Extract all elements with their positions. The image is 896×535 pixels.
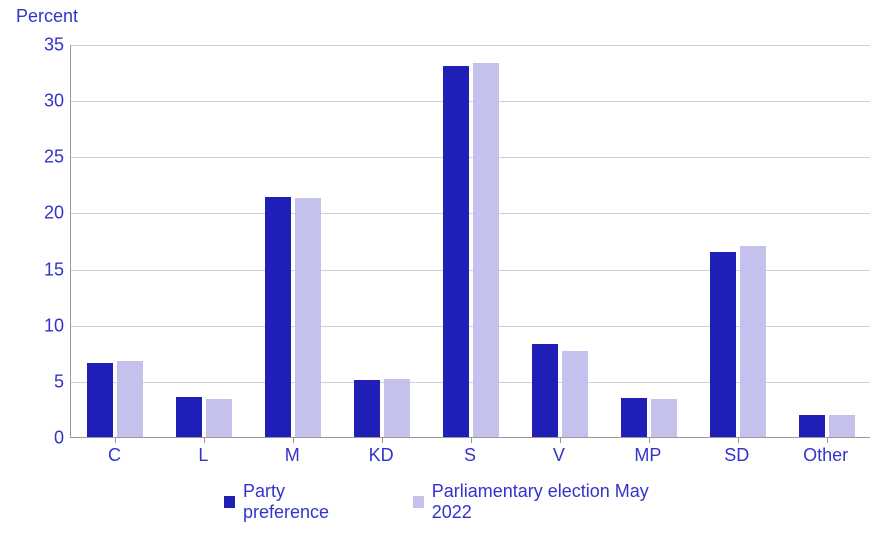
y-tick-label: 25 [34,147,64,168]
x-tick-label: KD [369,445,394,466]
x-tick [649,437,650,443]
y-tick-label: 30 [34,91,64,112]
bar [710,252,736,437]
x-tick-label: SD [724,445,749,466]
bar [740,246,766,437]
bar [473,63,499,437]
bar [295,198,321,437]
legend-item-parliamentary-election: Parliamentary election May 2022 [413,481,672,523]
y-tick-label: 0 [34,428,64,449]
gridline [71,213,870,214]
bar [829,415,855,437]
y-tick-label: 5 [34,371,64,392]
bar [443,66,469,437]
bar [651,399,677,437]
chart-container: Percent Party preference Parliamentary e… [0,0,896,535]
x-tick [382,437,383,443]
gridline [71,157,870,158]
bar [117,361,143,437]
x-tick [293,437,294,443]
bar [176,397,202,437]
legend-label-b: Parliamentary election May 2022 [432,481,672,523]
bar [354,380,380,437]
x-tick-label: V [553,445,565,466]
x-tick-label: S [464,445,476,466]
legend: Party preference Parliamentary election … [224,481,672,523]
bar [87,363,113,437]
bar [532,344,558,437]
plot-area [70,45,870,438]
bar [206,399,232,437]
x-tick-label: C [108,445,121,466]
x-tick [738,437,739,443]
legend-swatch-b [413,496,424,508]
bar [799,415,825,437]
x-tick-label: MP [634,445,661,466]
y-tick-label: 10 [34,315,64,336]
y-tick-label: 15 [34,259,64,280]
gridline [71,101,870,102]
gridline [71,45,870,46]
y-tick-label: 20 [34,203,64,224]
x-tick [471,437,472,443]
x-tick [560,437,561,443]
y-axis-title: Percent [16,6,78,27]
legend-swatch-a [224,496,235,508]
x-tick-label: Other [803,445,848,466]
legend-label-a: Party preference [243,481,365,523]
x-tick [204,437,205,443]
legend-item-party-preference: Party preference [224,481,365,523]
bar [384,379,410,437]
x-tick [115,437,116,443]
x-tick-label: L [198,445,208,466]
bar [621,398,647,437]
bar [562,351,588,437]
bar [265,197,291,437]
x-tick-label: M [285,445,300,466]
x-tick [827,437,828,443]
y-tick-label: 35 [34,35,64,56]
